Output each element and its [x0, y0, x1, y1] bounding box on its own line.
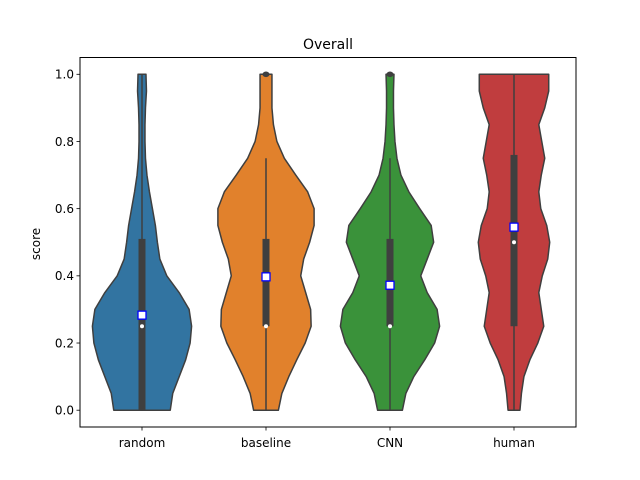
plot-area	[91, 71, 551, 411]
x-axis: random baseline CNN human	[119, 427, 535, 450]
mean-marker	[261, 272, 271, 282]
violin-human	[477, 73, 551, 411]
x-tick-label: CNN	[377, 436, 403, 450]
mean-marker	[385, 280, 395, 290]
violin-baseline	[217, 71, 315, 411]
outlier-point	[262, 71, 270, 78]
y-axis: 0.0 0.2 0.4 0.6 0.8 1.0	[55, 68, 80, 418]
median-point	[388, 324, 392, 329]
y-axis-label: score	[29, 228, 43, 260]
chart-title: Overall	[303, 37, 353, 53]
x-tick-label: random	[119, 436, 166, 450]
plot-frame	[79, 57, 577, 428]
median-point	[264, 324, 268, 329]
y-tick-label: 0.0	[55, 404, 74, 418]
mean-marker	[137, 310, 147, 320]
violin-iqr-box	[262, 238, 270, 327]
y-tick-label: 0.6	[55, 202, 74, 216]
x-tick-label: human	[493, 436, 535, 450]
violin-CNN	[339, 71, 441, 411]
x-tick-label: baseline	[241, 436, 291, 450]
mean-marker	[509, 222, 519, 232]
y-tick-label: 0.4	[55, 269, 74, 283]
y-tick-label: 1.0	[55, 68, 74, 82]
median-point	[512, 240, 516, 245]
outlier-point	[386, 71, 394, 78]
y-tick-label: 0.2	[55, 336, 74, 350]
median-point	[140, 324, 144, 329]
violin-random	[91, 73, 193, 411]
y-tick-label: 0.8	[55, 135, 74, 149]
